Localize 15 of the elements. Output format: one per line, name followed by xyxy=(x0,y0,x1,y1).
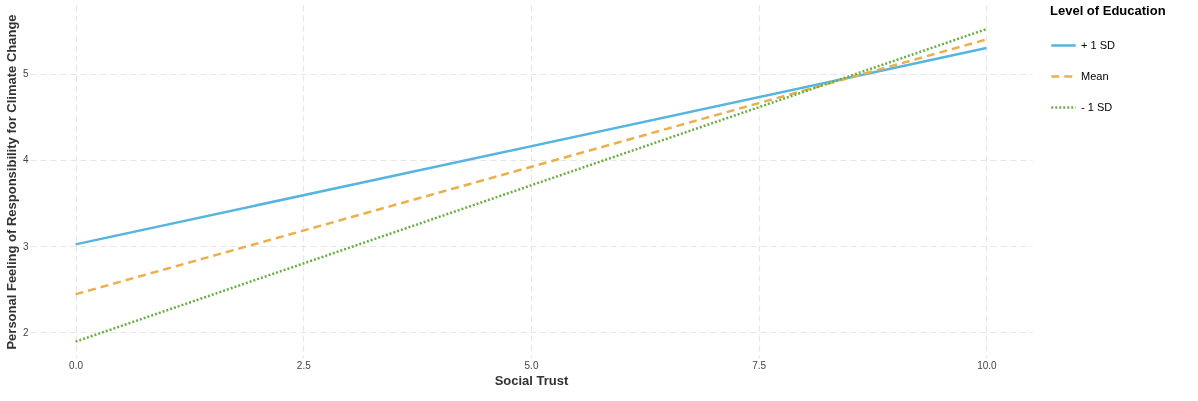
legend-label: - 1 SD xyxy=(1081,100,1113,113)
x-tick-label: 5.0 xyxy=(524,359,539,371)
legend-label: Mean xyxy=(1081,69,1109,82)
x-tick-label: 7.5 xyxy=(752,359,767,371)
x-tick-label: 10.0 xyxy=(977,359,998,371)
y-tick-label: 2 xyxy=(22,326,29,338)
y-tick-label: 3 xyxy=(22,240,29,252)
x-tick-label: 2.5 xyxy=(296,359,312,371)
x-axis-title: Social Trust xyxy=(494,372,570,388)
y-tick-label: 4 xyxy=(22,154,29,166)
y-tick-label: 5 xyxy=(22,68,29,80)
legend-title: Level of Education xyxy=(1050,3,1166,18)
x-tick-label: 0.0 xyxy=(69,359,84,371)
legend-label: + 1 SD xyxy=(1081,38,1115,51)
y-axis-title: Personal Feeling of Responsibility for Climate Change xyxy=(3,14,19,350)
